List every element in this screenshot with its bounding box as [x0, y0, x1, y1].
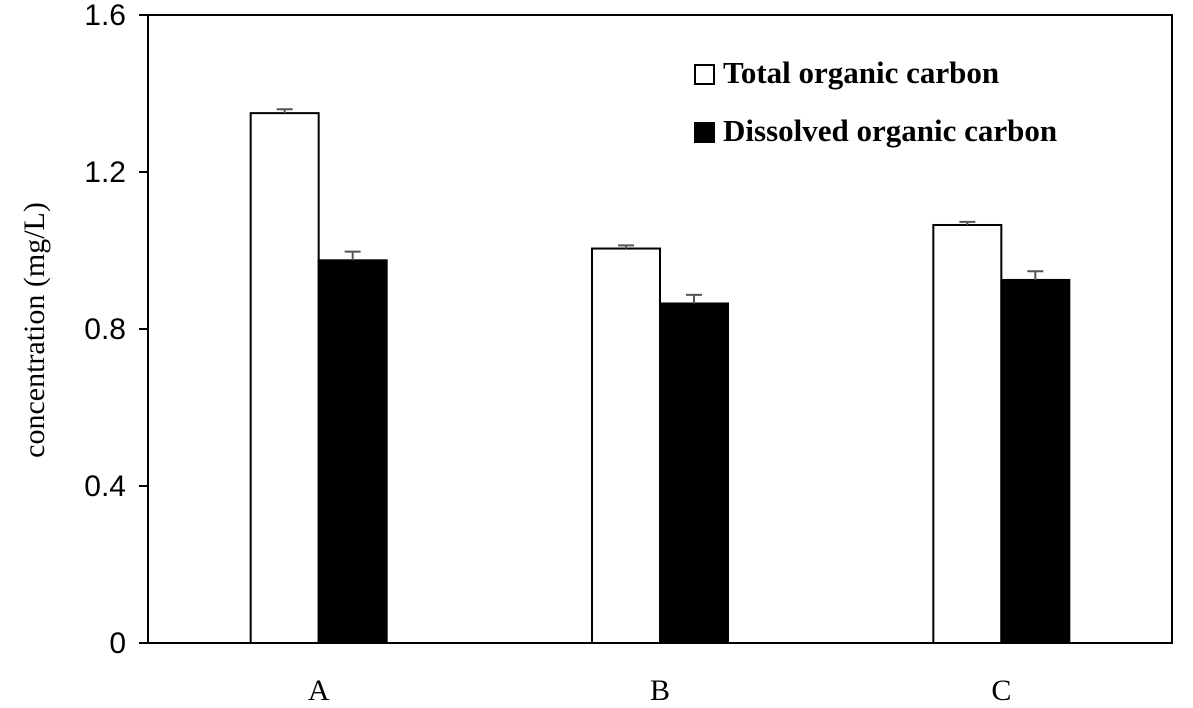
x-tick-label: A — [308, 674, 330, 707]
bar-toc-b — [591, 247, 661, 644]
y-tick-label: 0.8 — [84, 313, 126, 346]
bars — [249, 108, 1071, 645]
bar-doc-b — [659, 302, 729, 644]
y-tick-label: 1.2 — [84, 156, 126, 189]
y-axis-label: concentration (mg/L) — [18, 202, 51, 458]
y-tick-label: 0.4 — [84, 470, 126, 503]
y-axis: 0 0.4 0.8 1.2 1.6 — [84, 0, 148, 660]
y-tick-label: 1.6 — [84, 0, 126, 32]
legend-label: Total organic carbon — [723, 55, 999, 90]
x-tick-label: B — [650, 674, 670, 707]
y-tick-label: 0 — [109, 627, 126, 660]
bar-doc-c — [1000, 278, 1071, 644]
bar-toc-c — [932, 223, 1003, 645]
bar-doc-a — [317, 259, 388, 644]
legend-swatch — [694, 64, 715, 85]
x-axis: A B C — [308, 674, 1012, 707]
legend: Total organic carbon Dissolved organic ca… — [694, 55, 1057, 148]
legend-label: Dissolved organic carbon — [723, 113, 1057, 148]
x-tick-label: C — [991, 674, 1011, 707]
bar-toc-a — [249, 112, 320, 644]
legend-swatch — [694, 122, 715, 143]
